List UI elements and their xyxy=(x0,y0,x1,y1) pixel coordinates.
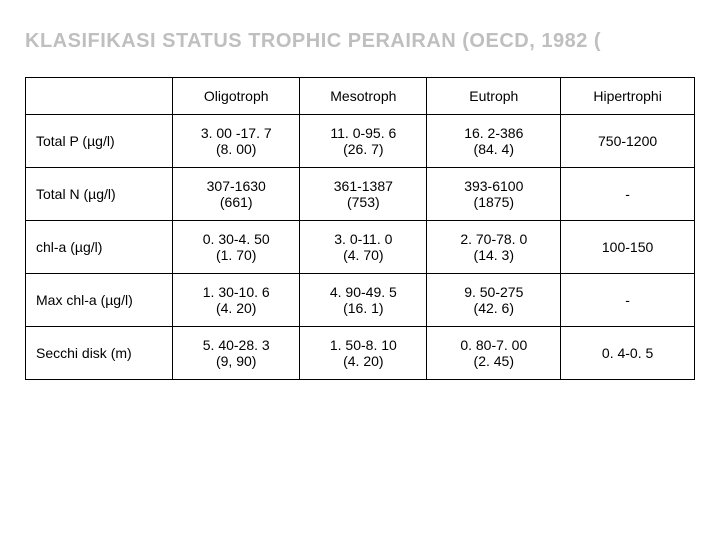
data-cell: - xyxy=(561,168,695,221)
row-label: Total N (µg/l) xyxy=(26,168,173,221)
data-cell: - xyxy=(561,274,695,327)
cell-main: 393-6100 xyxy=(433,178,554,194)
cell-main: 361-1387 xyxy=(306,178,420,194)
data-cell: 16. 2-386(84. 4) xyxy=(427,115,561,168)
cell-main: 3. 0-11. 0 xyxy=(306,231,420,247)
row-label: Total P (µg/l) xyxy=(26,115,173,168)
cell-main: 16. 2-386 xyxy=(433,125,554,141)
cell-sub: (2. 45) xyxy=(433,353,554,369)
cell-main: 5. 40-28. 3 xyxy=(179,337,293,353)
cell-main: 11. 0-95. 6 xyxy=(306,125,420,141)
cell-sub: (753) xyxy=(306,194,420,210)
cell-sub: (8. 00) xyxy=(179,141,293,157)
cell-sub: (1. 70) xyxy=(179,247,293,263)
table-header-mesotroph: Mesotroph xyxy=(300,78,427,115)
cell-sub: (4. 20) xyxy=(306,353,420,369)
cell-sub: (9, 90) xyxy=(179,353,293,369)
cell-sub: (16. 1) xyxy=(306,300,420,316)
cell-main: 0. 4-0. 5 xyxy=(567,345,688,361)
row-label: Secchi disk (m) xyxy=(26,327,173,380)
data-cell: 1. 50-8. 10(4. 20) xyxy=(300,327,427,380)
data-cell: 0. 4-0. 5 xyxy=(561,327,695,380)
cell-main: 4. 90-49. 5 xyxy=(306,284,420,300)
cell-sub: (1875) xyxy=(433,194,554,210)
data-cell: 0. 30-4. 50(1. 70) xyxy=(173,221,300,274)
table-row: Total N (µg/l)307-1630(661)361-1387(753)… xyxy=(26,168,695,221)
row-label: chl-a (µg/l) xyxy=(26,221,173,274)
data-cell: 11. 0-95. 6(26. 7) xyxy=(300,115,427,168)
cell-main: 3. 00 -17. 7 xyxy=(179,125,293,141)
cell-sub: (4. 70) xyxy=(306,247,420,263)
table-header-eutroph: Eutroph xyxy=(427,78,561,115)
data-cell: 2. 70-78. 0(14. 3) xyxy=(427,221,561,274)
slide-container: KLASIFIKASI STATUS TROPHIC PERAIRAN (OEC… xyxy=(0,0,720,540)
cell-main: 9. 50-275 xyxy=(433,284,554,300)
cell-sub: (661) xyxy=(179,194,293,210)
cell-sub: (84. 4) xyxy=(433,141,554,157)
data-cell: 3. 0-11. 0(4. 70) xyxy=(300,221,427,274)
table-header-blank xyxy=(26,78,173,115)
data-cell: 5. 40-28. 3(9, 90) xyxy=(173,327,300,380)
row-label: Max chl-a (µg/l) xyxy=(26,274,173,327)
table-header-oligotroph: Oligotroph xyxy=(173,78,300,115)
cell-sub: (14. 3) xyxy=(433,247,554,263)
trophic-table: Oligotroph Mesotroph Eutroph Hipertrophi… xyxy=(25,77,695,380)
data-cell: 4. 90-49. 5(16. 1) xyxy=(300,274,427,327)
table-body: Total P (µg/l)3. 00 -17. 7(8. 00)11. 0-9… xyxy=(26,115,695,380)
table-header-hipertrophi: Hipertrophi xyxy=(561,78,695,115)
table-header-row: Oligotroph Mesotroph Eutroph Hipertrophi xyxy=(26,78,695,115)
data-cell: 1. 30-10. 6(4. 20) xyxy=(173,274,300,327)
cell-main: - xyxy=(567,292,688,308)
cell-sub: (4. 20) xyxy=(179,300,293,316)
data-cell: 393-6100(1875) xyxy=(427,168,561,221)
table-row: Secchi disk (m)5. 40-28. 3(9, 90)1. 50-8… xyxy=(26,327,695,380)
cell-main: 0. 80-7. 00 xyxy=(433,337,554,353)
cell-sub: (26. 7) xyxy=(306,141,420,157)
table-row: Total P (µg/l)3. 00 -17. 7(8. 00)11. 0-9… xyxy=(26,115,695,168)
data-cell: 361-1387(753) xyxy=(300,168,427,221)
cell-main: 307-1630 xyxy=(179,178,293,194)
data-cell: 9. 50-275(42. 6) xyxy=(427,274,561,327)
cell-main: 1. 30-10. 6 xyxy=(179,284,293,300)
cell-sub: (42. 6) xyxy=(433,300,554,316)
cell-main: 1. 50-8. 10 xyxy=(306,337,420,353)
table-row: Max chl-a (µg/l)1. 30-10. 6(4. 20)4. 90-… xyxy=(26,274,695,327)
data-cell: 3. 00 -17. 7(8. 00) xyxy=(173,115,300,168)
data-cell: 100-150 xyxy=(561,221,695,274)
cell-main: 750-1200 xyxy=(567,133,688,149)
data-cell: 750-1200 xyxy=(561,115,695,168)
cell-main: 2. 70-78. 0 xyxy=(433,231,554,247)
cell-main: - xyxy=(567,186,688,202)
cell-main: 0. 30-4. 50 xyxy=(179,231,293,247)
page-title: KLASIFIKASI STATUS TROPHIC PERAIRAN (OEC… xyxy=(25,30,695,53)
table-row: chl-a (µg/l)0. 30-4. 50(1. 70)3. 0-11. 0… xyxy=(26,221,695,274)
data-cell: 0. 80-7. 00(2. 45) xyxy=(427,327,561,380)
cell-main: 100-150 xyxy=(567,239,688,255)
data-cell: 307-1630(661) xyxy=(173,168,300,221)
